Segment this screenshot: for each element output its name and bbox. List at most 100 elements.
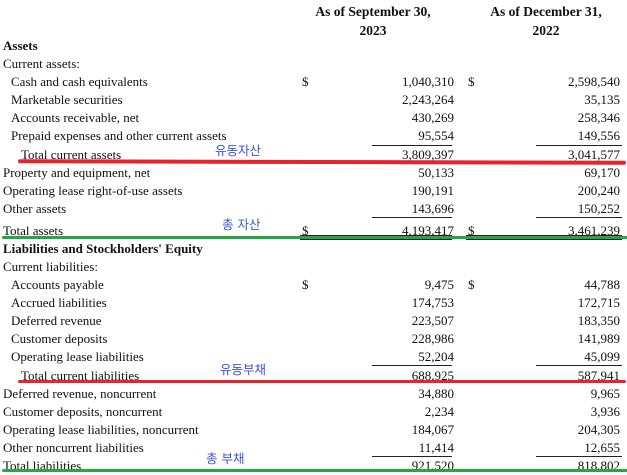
total-assets-double-rule-col2 [466,235,622,240]
value-sep-30-2023: 1,040,310 [402,74,454,89]
dollar-sign-col1: $ [302,74,309,89]
value-dec-31-2022: 9,965 [590,386,620,401]
row-label: Current liabilities: [3,259,98,274]
value-sep-30-2023: 143,696 [411,201,454,216]
subtotal-rule-assets-col1 [372,145,452,146]
dollar-sign-col2: $ [468,74,475,89]
dollar-sign-col2: $ [468,277,475,292]
value-sep-30-2023: 430,269 [411,110,454,125]
dollar-sign-col2: $ [468,223,475,238]
subtotal-rule-other-col1 [372,217,452,218]
value-sep-30-2023: 228,986 [411,331,454,346]
row-label: Other assets [3,201,67,216]
table-row: Deferred revenue 223,507 183,350 [0,312,627,330]
table-row: Customer deposits 228,986 141,989 [0,330,627,348]
value-sep-30-2023: 9,475 [424,277,454,292]
value-dec-31-2022: 35,135 [584,92,620,107]
value-sep-30-2023: 50,133 [418,165,454,180]
value-dec-31-2022: 2,598,540 [568,74,620,89]
value-dec-31-2022: 204,305 [577,422,620,437]
value-dec-31-2022: 172,715 [577,295,620,310]
subtotal-rule-other-col2 [536,217,622,218]
table-row: Prepaid expenses and other current asset… [0,127,627,145]
value-dec-31-2022: 12,655 [584,440,620,455]
row-label: Deferred revenue [11,313,102,328]
table-row: Liabilities and Stockholders' Equity [0,240,627,258]
table-row: Customer deposits, noncurrent 2,234 3,936 [0,403,627,421]
subtotal-rule-noncurrent-col1 [372,456,452,457]
row-label: Accrued liabilities [11,295,107,310]
value-sep-30-2023: 3,809,397 [402,147,454,162]
row-label: Total liabilities [3,458,82,473]
value-dec-31-2022: 45,099 [584,349,620,364]
green-marker-total-liabilities [2,469,627,472]
table-row: Marketable securities 2,243,264 35,135 [0,91,627,109]
table-row: Property and equipment, net 50,133 69,170 [0,164,627,182]
note-total-assets: 총 자산 [222,217,261,232]
row-label: Total current assets [21,147,122,162]
value-sep-30-2023: 95,554 [418,128,454,143]
table-row: Operating lease right-of-use assets 190,1… [0,182,627,200]
value-dec-31-2022: 818,802 [577,458,620,473]
value-dec-31-2022: 150,252 [577,201,620,216]
green-marker-total-assets [2,236,627,239]
row-label: Operating lease liabilities [11,349,144,364]
value-sep-30-2023: 4,193,417 [402,223,454,238]
header-sep-30-2023: As of September 30, 2023 [293,2,453,40]
row-label: Customer deposits [11,331,108,346]
table-row: Deferred revenue, noncurrent 34,880 9,965 [0,385,627,403]
value-dec-31-2022: 69,170 [584,165,620,180]
table-row: Current liabilities: [0,258,627,276]
subtotal-rule-liab-col2 [536,365,622,366]
value-dec-31-2022: 200,240 [577,183,620,198]
table-row: Total liabilities 921,520 818,802 [0,457,627,475]
header-col1-line1: As of September 30, [315,4,431,19]
header-dec-31-2022: As of December 31, 2022 [466,2,626,40]
value-sep-30-2023: 52,204 [418,349,454,364]
value-dec-31-2022: 3,936 [590,404,620,419]
table-row: Operating lease liabilities 52,204 45,099 [0,348,627,366]
row-label: Other noncurrent liabilities [3,440,144,455]
table-row: Other noncurrent liabilities 11,414 12,655 [0,439,627,457]
value-dec-31-2022: 149,556 [577,128,620,143]
value-sep-30-2023: 2,234 [424,404,454,419]
value-sep-30-2023: 921,520 [411,458,454,473]
header-col2-line1: As of December 31, [490,4,602,19]
table-row: Accrued liabilities 174,753 172,715 [0,294,627,312]
value-sep-30-2023: 2,243,264 [402,92,454,107]
value-sep-30-2023: 190,191 [411,183,454,198]
row-label: Total assets [3,223,64,238]
subtotal-rule-noncurrent-col2 [536,456,622,457]
dollar-sign-col1: $ [302,277,309,292]
value-dec-31-2022: 587,941 [577,368,620,383]
table-row: Current assets: [0,55,627,73]
note-current-liabilities: 유동부채 [220,362,267,377]
row-label: Prepaid expenses and other current asset… [11,128,227,143]
subtotal-rule-assets-col2 [536,145,622,146]
table-row: Other assets 143,696 150,252 [0,200,627,218]
value-sep-30-2023: 688,925 [411,368,454,383]
value-sep-30-2023: 34,880 [418,386,454,401]
value-dec-31-2022: 183,350 [577,313,620,328]
value-sep-30-2023: 223,507 [411,313,454,328]
red-marker-total-current-liabilities [18,380,626,383]
row-label: Accounts payable [11,277,104,292]
row-label: Total current liabilities [21,368,140,383]
row-label: Cash and cash equivalents [11,74,148,89]
value-sep-30-2023: 174,753 [411,295,454,310]
table-row: Total current assets 3,809,397 3,041,577 [0,146,627,164]
table-row: Total assets $4,193,417 $3,461,239 [0,222,627,240]
row-label: Operating lease liabilities, noncurrent [3,422,199,437]
table-row: Cash and cash equivalents $1,040,310 $2,59… [0,73,627,91]
header-col2-line2: 2022 [532,23,560,38]
value-sep-30-2023: 184,067 [411,422,454,437]
value-sep-30-2023: 11,414 [418,440,454,455]
row-label: Deferred revenue, noncurrent [3,386,157,401]
total-assets-double-rule-col1 [300,235,452,240]
row-label: Current assets: [3,56,80,71]
table-row: Operating lease liabilities, noncurrent 1… [0,421,627,439]
note-total-liabilities: 총 부채 [206,451,245,466]
value-dec-31-2022: 3,461,239 [568,223,620,238]
note-current-assets: 유동자산 [215,143,262,158]
value-dec-31-2022: 3,041,577 [568,147,620,162]
